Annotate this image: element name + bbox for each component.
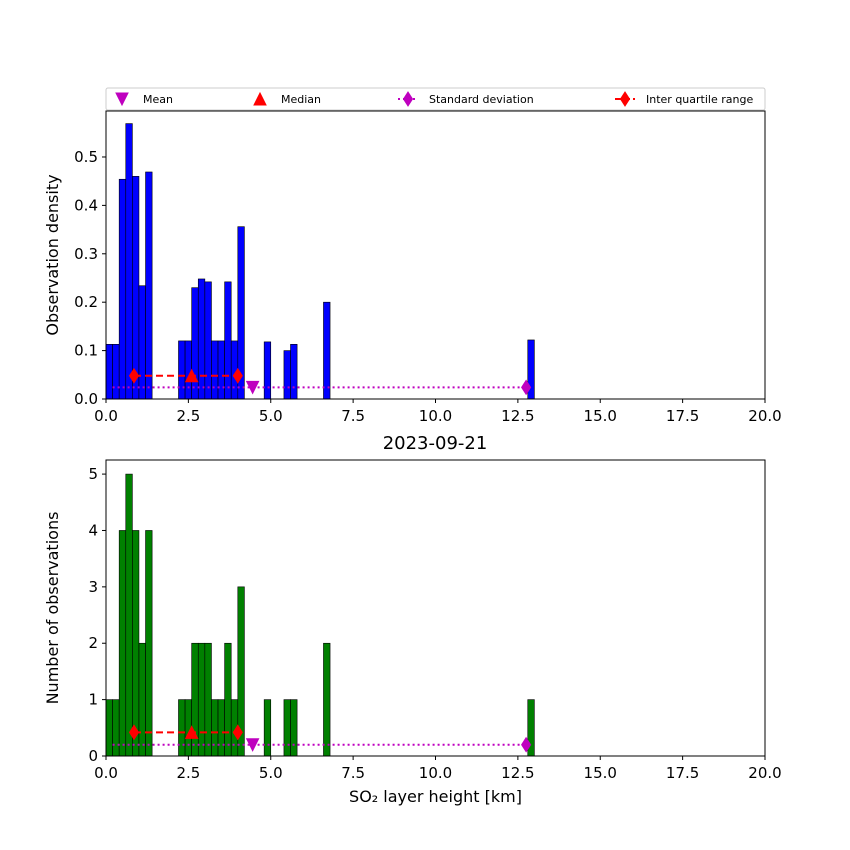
legend-label: Mean <box>143 93 173 106</box>
x-tick-label: 17.5 <box>666 764 699 782</box>
iqr-marker <box>232 367 243 384</box>
histogram-bar <box>132 176 140 400</box>
histogram-bar <box>118 178 127 400</box>
legend-label: Median <box>281 93 321 106</box>
histogram-bar <box>204 281 212 400</box>
legend-item: Inter quartile range <box>615 91 753 107</box>
histogram-bar <box>191 287 199 400</box>
histogram-bar <box>211 699 219 757</box>
histogram-bar <box>290 344 298 400</box>
x-tick-label: 12.5 <box>501 764 534 782</box>
x-tick-label: 2.5 <box>176 764 200 782</box>
legend-marker <box>619 91 631 107</box>
histogram-bar <box>263 699 272 757</box>
x-tick-label: 20.0 <box>748 407 781 425</box>
y-tick-label: 4 <box>88 521 98 539</box>
y-tick-label: 0.3 <box>74 245 98 263</box>
legend-frame <box>105 87 766 111</box>
y-tick-label: 2 <box>88 634 98 652</box>
iqr-marker <box>128 724 140 741</box>
mean-marker <box>245 738 260 752</box>
x-tick-label: 17.5 <box>666 407 699 425</box>
histogram-bar <box>263 341 272 400</box>
x-tick-label: 7.5 <box>341 407 365 425</box>
histogram-bar <box>211 340 219 400</box>
histogram-bar <box>118 530 127 757</box>
histogram-bar <box>145 530 153 757</box>
histogram-bar <box>217 340 225 400</box>
histogram-bar <box>323 301 331 400</box>
legend-marker <box>115 92 129 107</box>
density-subplot: 0.0 2.5 5.0 7.5 10.0 12.5 15.0 17.5 20.0 0.0 0.1 0.… <box>43 110 782 425</box>
y-tick-label: 0.5 <box>74 148 98 166</box>
y-tick-label: 3 <box>88 578 98 596</box>
x-tick-label: 7.5 <box>341 764 365 782</box>
median-marker <box>184 368 199 383</box>
y-tick-label: 1 <box>88 691 98 709</box>
x-tick-label: 10.0 <box>419 764 452 782</box>
histogram-bar <box>224 281 232 400</box>
histogram-bar <box>178 699 186 757</box>
histogram-bar <box>178 340 186 400</box>
subplot-title: 2023-09-21 <box>383 433 488 454</box>
histogram-bar <box>125 123 133 400</box>
histogram-bar <box>283 699 291 757</box>
legend-label: Standard deviation <box>429 93 534 106</box>
histogram-bar <box>105 344 113 400</box>
histogram-bar <box>105 699 113 757</box>
legend: Mean Median Standard deviation Inter quarti… <box>105 87 766 111</box>
iqr-marker <box>128 367 140 384</box>
histogram-bar <box>197 642 206 757</box>
x-tick-label: 0.0 <box>94 764 118 782</box>
y-tick-label: 0 <box>88 747 98 765</box>
median-marker <box>184 725 199 739</box>
histogram-bar <box>191 642 199 757</box>
y-tick-label: 5 <box>88 465 98 483</box>
histogram-bar <box>125 473 133 757</box>
legend-item: Standard deviation <box>398 91 534 107</box>
legend-item: Mean <box>115 92 173 107</box>
histogram-bar <box>112 344 120 400</box>
y-axis-label: Number of observations <box>43 512 62 705</box>
histogram-bar <box>204 642 212 757</box>
x-axis-label: SO₂ layer height [km] <box>349 787 522 806</box>
histogram-bar <box>138 642 146 757</box>
x-tick-label: 5.0 <box>259 764 283 782</box>
histogram-bar <box>217 699 225 757</box>
histogram-bar <box>112 699 120 757</box>
x-tick-label: 5.0 <box>259 407 283 425</box>
legend-item: Median <box>253 91 321 106</box>
std-dev-marker <box>521 379 532 396</box>
mean-marker <box>245 380 260 395</box>
histogram-bar <box>197 278 206 400</box>
legend-marker <box>402 91 414 107</box>
x-tick-label: 0.0 <box>94 407 118 425</box>
histogram-bar <box>290 699 298 757</box>
count-subplot: 0.0 2.5 5.0 7.5 10.0 12.5 15.0 17.5 20.0 0 1 2 3 4 5 Nu… <box>43 459 782 806</box>
x-tick-label: 15.0 <box>584 764 617 782</box>
x-tick-label: 10.0 <box>419 407 452 425</box>
histogram-bar <box>138 285 146 400</box>
histogram-bar <box>283 350 291 400</box>
y-tick-label: 0.4 <box>74 196 98 214</box>
histogram-bar <box>145 171 153 400</box>
y-tick-label: 0.2 <box>74 293 98 311</box>
legend-marker <box>253 91 267 106</box>
x-tick-label: 15.0 <box>584 407 617 425</box>
histogram-bar <box>224 642 232 757</box>
histogram-bar <box>323 642 331 757</box>
y-axis-label: Observation density <box>43 174 62 335</box>
histogram-bar <box>132 530 140 757</box>
legend-label: Inter quartile range <box>646 93 753 106</box>
std-dev-marker <box>521 736 532 753</box>
y-tick-label: 0.1 <box>74 342 98 360</box>
y-tick-label: 0.0 <box>74 390 98 408</box>
x-tick-label: 12.5 <box>501 407 534 425</box>
iqr-marker <box>232 724 243 741</box>
x-tick-label: 20.0 <box>748 764 781 782</box>
x-tick-label: 2.5 <box>176 407 200 425</box>
histogram-bar <box>184 340 192 400</box>
